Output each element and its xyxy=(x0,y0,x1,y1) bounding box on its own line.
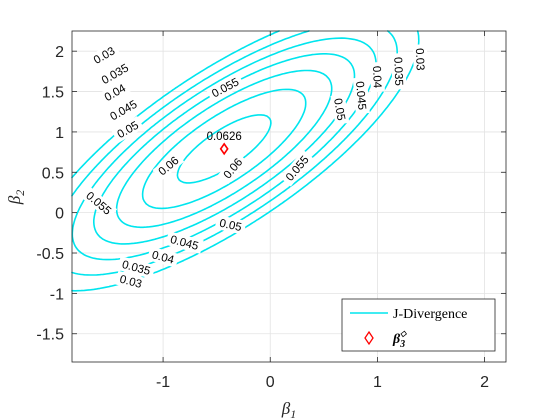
contour-label: 0.04 xyxy=(146,246,180,268)
contour-label: 0.03 xyxy=(114,270,148,292)
y-tick-label: 1 xyxy=(55,125,64,142)
y-tick-label: -1.5 xyxy=(36,327,64,344)
contour-label-bg xyxy=(412,44,428,75)
contour-label-text: 0.05 xyxy=(331,97,347,121)
y-tick-label: -0.5 xyxy=(36,246,64,263)
contour-label-text: 0.05 xyxy=(218,218,242,234)
x-tick-label: 0 xyxy=(266,374,275,391)
contour-label-bg xyxy=(80,186,118,220)
contour-label-bg xyxy=(95,58,134,89)
contour-label-bg xyxy=(87,41,121,69)
y-tick-label: 2 xyxy=(55,44,64,61)
contour-label: 0.05 xyxy=(214,214,247,235)
x-tick-label: 1 xyxy=(373,374,382,391)
contour-label-text: 0.04 xyxy=(370,66,383,89)
plot-frame xyxy=(71,30,507,363)
legend: J-Divergence β3◇ xyxy=(341,298,496,352)
contour-label-bg xyxy=(206,72,245,103)
contour-label-bg xyxy=(165,231,204,254)
x-tick-label: -1 xyxy=(156,374,170,391)
contour-label-bg xyxy=(352,77,370,115)
contour-label-bg xyxy=(280,149,314,187)
y-tick-label: 1.5 xyxy=(42,85,64,102)
contour-label-text: 0.04 xyxy=(150,249,175,267)
contour-label-bg xyxy=(146,246,180,268)
contour-label-bg xyxy=(114,270,148,292)
y-axis-label: β2 xyxy=(5,190,27,205)
contour-label-bg xyxy=(104,95,143,126)
ticks: -1 0 1 2 -1.5 -1 -0.5 0 0.5 1 1.5 2 xyxy=(36,31,506,391)
contour-label-bg xyxy=(214,214,247,235)
x-tick-label: 2 xyxy=(480,374,489,391)
contour-label-text: 0.035 xyxy=(391,57,404,86)
legend-label-beta3: β3◇ xyxy=(392,329,407,350)
contour-label-text: 0.045 xyxy=(353,81,367,111)
contour-line-0.055 xyxy=(141,88,307,210)
contour-label-text: 0.03 xyxy=(413,48,426,71)
contour-line-0.05 xyxy=(115,69,333,229)
peak-value-label: 0.0626 xyxy=(207,131,242,143)
contour-label-bg xyxy=(98,78,132,106)
contour-label-bg xyxy=(391,53,407,90)
legend-diamond-marker xyxy=(364,330,374,346)
peak-marker-group: 0.0626 xyxy=(207,131,242,156)
contour-label-bg xyxy=(152,150,185,181)
contour-label-bg xyxy=(369,61,385,93)
contour-label: 0.03 xyxy=(412,44,428,75)
contour-label-bg xyxy=(330,93,350,126)
peak-diamond-marker xyxy=(219,142,229,156)
x-axis-label: β1 xyxy=(281,399,296,420)
contour-label-bg xyxy=(117,256,156,279)
contour-label: 0.045 xyxy=(352,77,370,115)
contour-label: 0.035 xyxy=(391,53,407,90)
y-tick-label: -1 xyxy=(50,286,64,303)
y-tick-label: 0.5 xyxy=(42,165,64,182)
contour-label: 0.04 xyxy=(369,61,385,93)
contour-label: 0.05 xyxy=(330,93,350,126)
contour-label-bg xyxy=(111,116,145,143)
legend-label-j-divergence: J-Divergence xyxy=(393,307,467,322)
contour-label-text: 0.03 xyxy=(118,274,143,291)
y-tick-label: 0 xyxy=(55,206,64,223)
contour-label-bg xyxy=(217,152,248,185)
